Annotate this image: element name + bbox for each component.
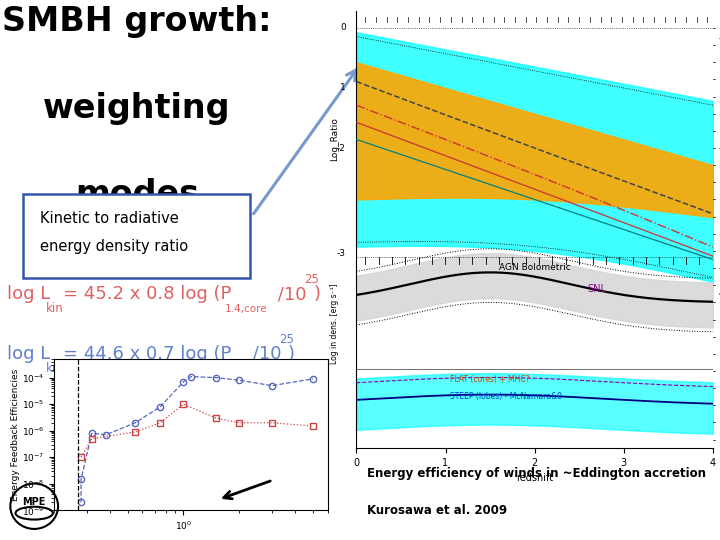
- Text: log L: log L: [7, 285, 50, 303]
- Text: 39: 39: [719, 367, 720, 375]
- Text: -1: -1: [719, 34, 720, 43]
- Text: 10: 10: [719, 315, 720, 324]
- Text: 1.4: 1.4: [225, 363, 242, 373]
- Text: 0: 0: [340, 23, 346, 32]
- Text: -2: -2: [337, 144, 346, 152]
- FancyBboxPatch shape: [23, 194, 251, 278]
- Text: 38: 38: [719, 388, 720, 397]
- Text: -3: -3: [337, 248, 346, 258]
- Text: SMBH growth:: SMBH growth:: [2, 5, 271, 38]
- Text: modes: modes: [75, 178, 199, 211]
- X-axis label: L/L$_{\rm Edd}$: L/L$_{\rm Edd}$: [175, 538, 207, 540]
- Text: = 44.6 x 0.7 log (P: = 44.6 x 0.7 log (P: [63, 345, 231, 363]
- Text: kin: kin: [46, 302, 64, 315]
- Text: Kinetic to radiative: Kinetic to radiative: [40, 211, 179, 226]
- Text: = 45.2 x 0.8 log (P: = 45.2 x 0.8 log (P: [63, 285, 231, 303]
- Text: energy density ratio: energy density ratio: [40, 239, 188, 254]
- Text: SNL: SNL: [588, 284, 606, 294]
- Text: AGN Bolometric: AGN Bolometric: [499, 263, 570, 272]
- Text: log L: log L: [7, 345, 50, 363]
- Text: -3: -3: [719, 264, 720, 273]
- Text: 1.4,core: 1.4,core: [225, 304, 268, 314]
- Text: weighting: weighting: [43, 92, 230, 125]
- Text: /10: /10: [272, 285, 306, 303]
- Text: 41: 41: [719, 289, 720, 298]
- Text: /10: /10: [246, 345, 281, 363]
- Text: Kurosawa et al. 2009: Kurosawa et al. 2009: [367, 504, 507, 517]
- Text: FLAT (cores) + MHC?: FLAT (cores) + MHC?: [450, 375, 530, 384]
- Text: 1: 1: [340, 84, 346, 92]
- Y-axis label: Energy Feedback Efficiencies: Energy Feedback Efficiencies: [12, 369, 20, 501]
- Text: kin: kin: [46, 362, 64, 375]
- Text: STEEP (lobes) - McNamara&0: STEEP (lobes) - McNamara&0: [450, 392, 562, 401]
- Text: ): ): [288, 345, 295, 363]
- Text: ): ): [314, 285, 321, 303]
- Text: -2: -2: [719, 144, 720, 152]
- Text: MPE: MPE: [22, 497, 46, 507]
- Text: Log in dens. [erg s⁻¹]: Log in dens. [erg s⁻¹]: [330, 284, 338, 364]
- Text: 25: 25: [304, 273, 319, 286]
- Text: 25: 25: [279, 333, 294, 346]
- Text: Log_Ratio: Log_Ratio: [330, 118, 338, 161]
- X-axis label: redshift: redshift: [516, 474, 553, 483]
- Text: Energy efficiency of winds in ~Eddington accretion: Energy efficiency of winds in ~Eddington…: [367, 467, 706, 481]
